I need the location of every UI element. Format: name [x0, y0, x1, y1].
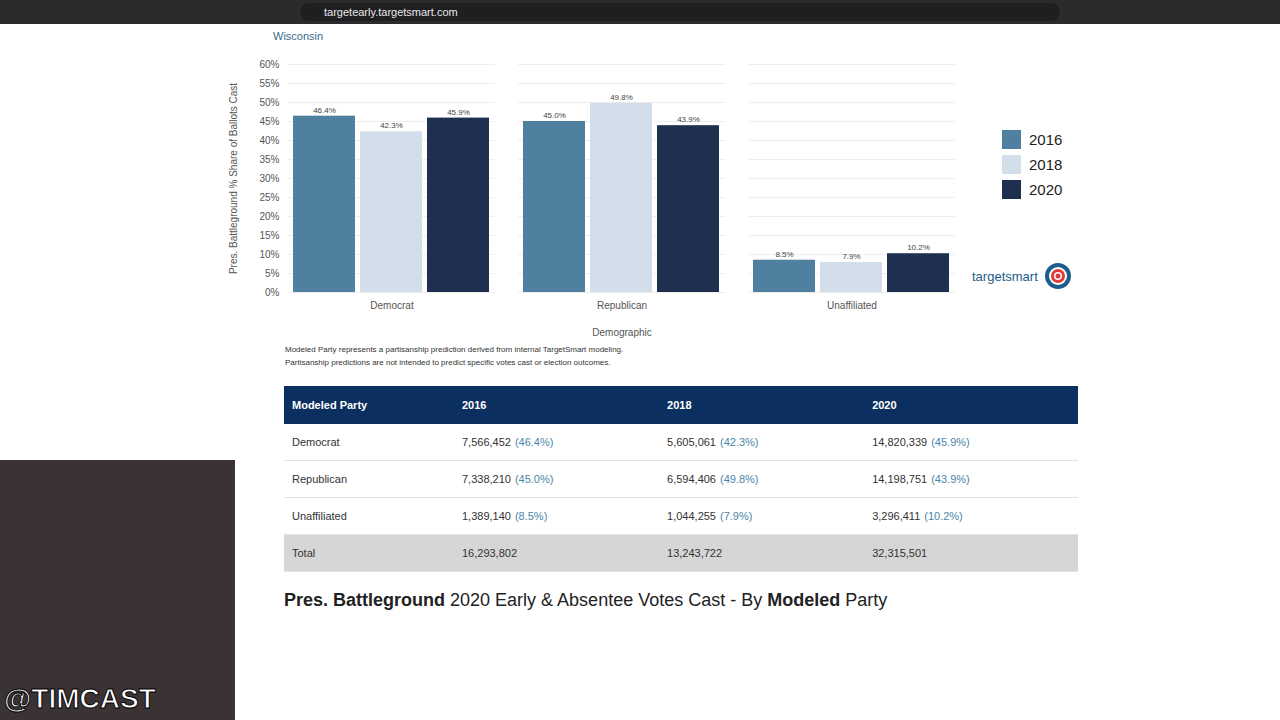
html-text:2020: 2020 — [1029, 181, 1063, 198]
html-text:2016: 2016 — [1029, 131, 1063, 148]
svg-text:46.4%: 46.4% — [313, 106, 336, 115]
html-text:7,566,452 (46.4%): 7,566,452 (46.4%) — [462, 436, 554, 448]
html-text:Partisanship predictions are n: Partisanship predictions are not intende… — [285, 358, 611, 367]
html-text:13,243,722: 13,243,722 — [667, 547, 723, 559]
html-text:2016: 2016 — [462, 399, 487, 411]
html-text:2020: 2020 — [872, 399, 897, 411]
svg-text:55%: 55% — [259, 78, 279, 89]
svg-text:45.9%: 45.9% — [447, 108, 470, 117]
svg-text:5%: 5% — [265, 268, 280, 279]
html-text:Unaffiliated: Unaffiliated — [292, 510, 347, 522]
html-text:5,605,061 (42.3%): 5,605,061 (42.3%) — [667, 436, 759, 448]
svg-text:Pres. Battleground % Share of: Pres. Battleground % Share of Ballots Ca… — [228, 83, 239, 274]
html-text:Democrat: Democrat — [292, 436, 340, 448]
html-text:targetearly.targetsmart.com: targetearly.targetsmart.com — [324, 6, 458, 18]
html-text:3,296,411 (10.2%): 3,296,411 (10.2%) — [872, 510, 963, 522]
svg-text:49.8%: 49.8% — [610, 93, 633, 102]
html-text:Wisconsin: Wisconsin — [273, 30, 324, 42]
svg-text:35%: 35% — [259, 154, 279, 165]
svg-text:7.9%: 7.9% — [842, 252, 860, 261]
svg-text:25%: 25% — [259, 192, 279, 203]
html-text:Modeled Party represents a par: Modeled Party represents a partisanship … — [285, 345, 624, 354]
html-text:6,594,406 (49.8%): 6,594,406 (49.8%) — [667, 473, 759, 485]
html-text:32,315,501: 32,315,501 — [872, 547, 928, 559]
html-text:2018: 2018 — [667, 399, 692, 411]
svg-text:15%: 15% — [259, 230, 279, 241]
html-text:14,820,339 (45.9%): 14,820,339 (45.9%) — [872, 436, 970, 448]
html-text:Republican: Republican — [292, 473, 347, 485]
svg-text:10%: 10% — [259, 249, 279, 260]
svg-text:10.2%: 10.2% — [907, 243, 930, 252]
svg-text:50%: 50% — [259, 97, 279, 108]
svg-text:Democrat: Democrat — [370, 300, 414, 311]
html-text:@TIMCAST: @TIMCAST — [4, 683, 156, 714]
svg-text:0%: 0% — [265, 287, 280, 298]
svg-text:30%: 30% — [259, 173, 279, 184]
html-text:1,389,140 (8.5%): 1,389,140 (8.5%) — [462, 510, 548, 522]
svg-text:42.3%: 42.3% — [380, 121, 403, 130]
html-text:1,044,255 (7.9%): 1,044,255 (7.9%) — [667, 510, 753, 522]
html-text:Modeled Party: Modeled Party — [292, 399, 368, 411]
html-text:Total: Total — [292, 547, 316, 559]
svg-text:45%: 45% — [259, 116, 279, 127]
html-text:2018: 2018 — [1029, 156, 1063, 173]
html-text:Pres. Battleground 2020 Early: Pres. Battleground 2020 Early & Absentee… — [284, 590, 888, 610]
html-text:targetsmart: targetsmart — [972, 268, 1038, 284]
svg-text:Republican: Republican — [597, 300, 647, 311]
html-text:16,293,802: 16,293,802 — [462, 547, 517, 559]
svg-text:45.0%: 45.0% — [543, 111, 566, 120]
svg-text:43.9%: 43.9% — [677, 115, 700, 124]
html-text:14,198,751 (43.9%): 14,198,751 (43.9%) — [872, 473, 970, 485]
html-text:7,338,210 (45.0%): 7,338,210 (45.0%) — [462, 473, 554, 485]
svg-text:Unaffiliated: Unaffiliated — [827, 300, 877, 311]
svg-text:Demographic: Demographic — [592, 327, 651, 338]
svg-text:60%: 60% — [259, 59, 279, 70]
svg-text:20%: 20% — [259, 211, 279, 222]
svg-text:40%: 40% — [259, 135, 279, 146]
svg-text:8.5%: 8.5% — [775, 250, 793, 259]
